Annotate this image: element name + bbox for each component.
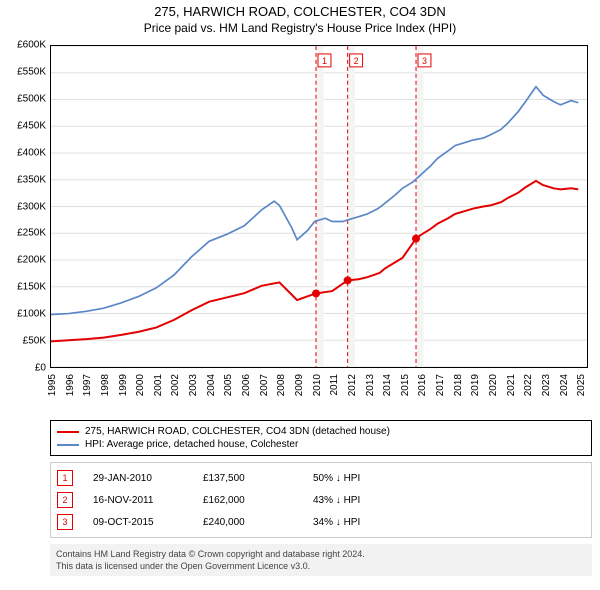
event-price: £162,000 [203,495,293,506]
y-axis-label: £200K [17,255,46,266]
y-axis-label: £600K [17,40,46,51]
x-axis-label: 2024 [559,374,570,396]
x-axis-label: 2014 [382,374,393,396]
legend-item: 275, HARWICH ROAD, COLCHESTER, CO4 3DN (… [57,425,585,438]
x-axis-label: 2015 [400,374,411,396]
x-axis-label: 2019 [470,374,481,396]
event-date: 16-NOV-2011 [93,495,183,506]
x-axis-label: 2005 [223,374,234,396]
x-axis-label: 2010 [312,374,323,396]
legend: 275, HARWICH ROAD, COLCHESTER, CO4 3DN (… [50,420,592,456]
chart-container: 275, HARWICH ROAD, COLCHESTER, CO4 3DN P… [0,0,600,576]
x-axis-label: 2023 [541,374,552,396]
legend-label: 275, HARWICH ROAD, COLCHESTER, CO4 3DN (… [85,426,390,437]
event-row: 2 16-NOV-2011 £162,000 43% ↓ HPI [57,489,585,511]
x-axis-label: 1997 [82,374,93,396]
svg-text:2: 2 [354,56,359,66]
event-pct: 34% ↓ HPI [313,517,403,528]
y-axis-label: £0 [35,363,46,374]
event-price: £240,000 [203,517,293,528]
credits-line1: Contains HM Land Registry data © Crown c… [56,548,586,560]
x-axis-label: 2017 [435,374,446,396]
y-axis-label: £100K [17,309,46,320]
event-price: £137,500 [203,473,293,484]
y-axis-label: £350K [17,174,46,185]
event-date: 09-OCT-2015 [93,517,183,528]
event-row: 3 09-OCT-2015 £240,000 34% ↓ HPI [57,511,585,533]
x-axis-label: 2003 [188,374,199,396]
event-pct: 43% ↓ HPI [313,495,403,506]
x-axis-label: 1998 [100,374,111,396]
y-axis-label: £550K [17,66,46,77]
event-marker: 3 [57,514,73,530]
chart-area: £0 £50K £100K £150K £200K £250K £300K £350K £400… [8,41,592,416]
x-axis-label: 2020 [488,374,499,396]
x-axis-label: 2001 [153,374,164,396]
legend-label: HPI: Average price, detached house, Colc… [85,439,298,450]
event-pct: 50% ↓ HPI [313,473,403,484]
x-axis-label: 2007 [259,374,270,396]
y-axis-label: £300K [17,201,46,212]
x-axis-label: 2025 [576,374,587,396]
x-axis-label: 2006 [241,374,252,396]
x-axis-label: 2009 [294,374,305,396]
x-axis-label: 2022 [523,374,534,396]
y-axis-label: £250K [17,228,46,239]
credits: Contains HM Land Registry data © Crown c… [50,544,592,576]
chart-title-sub: Price paid vs. HM Land Registry's House … [4,21,596,35]
y-axis-label: £500K [17,93,46,104]
y-axis-label: £150K [17,282,46,293]
x-axis-label: 1999 [118,374,129,396]
legend-swatch [57,444,79,446]
x-axis-label: 2011 [329,374,340,396]
events-table: 1 29-JAN-2010 £137,500 50% ↓ HPI 2 16-NOV-201… [50,462,592,538]
x-axis-label: 2000 [135,374,146,396]
chart-title-main: 275, HARWICH ROAD, COLCHESTER, CO4 3DN [4,4,596,19]
x-axis-label: 2008 [276,374,287,396]
plot-area: 1 2 3 [50,45,588,368]
x-axis-labels: 1995 1996 1997 1998 1999 2000 2001 2002 2003 2004… [50,370,588,416]
x-axis-label: 1996 [65,374,76,396]
y-axis-label: £450K [17,120,46,131]
legend-swatch [57,431,79,433]
title-block: 275, HARWICH ROAD, COLCHESTER, CO4 3DN P… [0,0,600,37]
y-axis-label: £50K [23,336,46,347]
x-axis-label: 1995 [47,374,58,396]
bottom-section: 275, HARWICH ROAD, COLCHESTER, CO4 3DN (… [8,420,592,576]
x-axis-label: 2004 [206,374,217,396]
event-row: 1 29-JAN-2010 £137,500 50% ↓ HPI [57,467,585,489]
x-axis-label: 2013 [365,374,376,396]
event-marker: 1 [57,470,73,486]
credits-line2: This data is licensed under the Open Gov… [56,560,586,572]
y-axis-label: £400K [17,147,46,158]
x-axis-label: 2002 [170,374,181,396]
event-marker: 2 [57,492,73,508]
x-axis-label: 2021 [506,374,517,396]
legend-item: HPI: Average price, detached house, Colc… [57,438,585,451]
event-date: 29-JAN-2010 [93,473,183,484]
x-axis-label: 2016 [417,374,428,396]
x-axis-label: 2012 [347,374,358,396]
chart-svg: 1 2 3 [51,46,587,367]
x-axis-label: 2018 [453,374,464,396]
y-axis-labels: £0£50K£100K£150K£200K£250K£300K£350K£400… [8,45,48,368]
svg-text:1: 1 [322,56,327,66]
svg-text:3: 3 [422,56,427,66]
